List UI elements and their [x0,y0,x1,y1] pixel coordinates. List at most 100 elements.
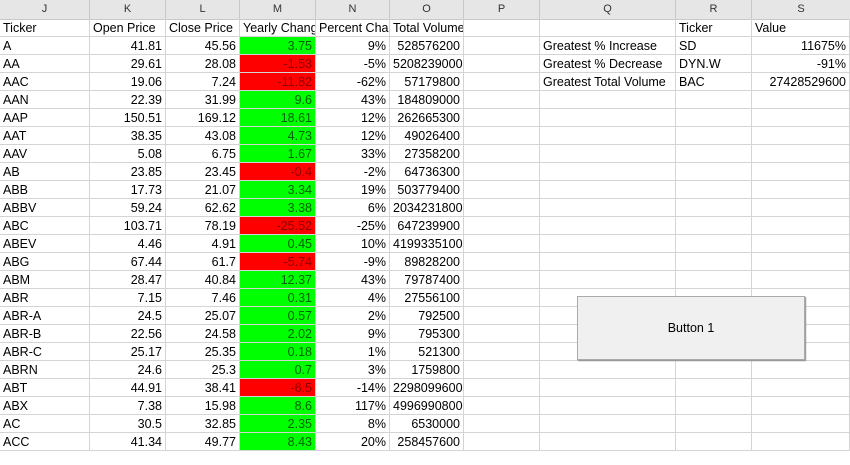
percent-change-cell[interactable]: 1% [316,343,390,361]
close-price-cell[interactable]: 21.07 [166,181,240,199]
total-volume-cell[interactable]: 5208239000 [390,55,464,73]
total-volume-cell[interactable]: 521300 [390,343,464,361]
yearly-change-cell[interactable]: 8.6 [240,397,316,415]
column-header-k[interactable]: K [90,0,166,19]
open-price-cell[interactable]: 7.38 [90,397,166,415]
yearly-change-cell[interactable]: -25.52 [240,217,316,235]
close-price-cell[interactable]: 25.07 [166,307,240,325]
percent-change-cell[interactable]: 8% [316,415,390,433]
total-volume-cell[interactable]: 27556100 [390,289,464,307]
yearly-change-cell[interactable]: 9.6 [240,91,316,109]
ticker-cell[interactable]: ABT [0,379,90,397]
empty-cell[interactable] [676,397,752,415]
summary-value-header[interactable]: Value [752,19,850,37]
empty-cell[interactable] [752,181,850,199]
empty-cell[interactable] [464,307,540,325]
open-price-cell[interactable]: 23.85 [90,163,166,181]
empty-cell[interactable] [464,109,540,127]
yearly-change-cell[interactable]: 1.67 [240,145,316,163]
empty-cell[interactable] [676,163,752,181]
button-1[interactable]: Button 1 [577,296,805,360]
summary-ticker-header[interactable]: Ticker [676,19,752,37]
open-price-cell[interactable]: 19.06 [90,73,166,91]
column-header-l[interactable]: L [166,0,240,19]
column-header-j[interactable]: J [0,0,90,19]
percent-change-cell[interactable]: 19% [316,181,390,199]
summary-value-cell[interactable]: 11675% [752,37,850,55]
percent-change-cell[interactable]: 20% [316,433,390,451]
ticker-cell[interactable]: AAV [0,145,90,163]
open-price-cell[interactable]: 22.56 [90,325,166,343]
total-volume-cell[interactable]: 184809000 [390,91,464,109]
yearly-change-cell[interactable]: 0.57 [240,307,316,325]
yearly-change-cell[interactable]: 0.7 [240,361,316,379]
ticker-cell[interactable]: ABEV [0,235,90,253]
total-volume-cell[interactable]: 4199335100 [390,235,464,253]
ticker-cell[interactable]: ABBV [0,199,90,217]
empty-cell[interactable] [464,343,540,361]
empty-cell[interactable] [752,361,850,379]
empty-cell[interactable] [752,91,850,109]
total-volume-cell[interactable]: 57179800 [390,73,464,91]
empty-cell[interactable] [752,433,850,451]
total-volume-cell[interactable]: 528576200 [390,37,464,55]
open-price-cell[interactable]: 67.44 [90,253,166,271]
open-price-cell[interactable]: 103.71 [90,217,166,235]
ticker-cell[interactable]: A [0,37,90,55]
summary-value-cell[interactable]: 27428529600 [752,73,850,91]
empty-cell[interactable] [676,361,752,379]
open-price-cell[interactable]: 30.5 [90,415,166,433]
summary-value-cell[interactable]: -91% [752,55,850,73]
total-volume-cell[interactable]: 4996990800 [390,397,464,415]
empty-cell[interactable] [464,433,540,451]
open-price-cell[interactable]: 38.35 [90,127,166,145]
yearly-change-cell[interactable]: -11.82 [240,73,316,91]
close-price-cell[interactable]: 28.08 [166,55,240,73]
empty-cell[interactable] [676,145,752,163]
total-volume-cell[interactable]: 79787400 [390,271,464,289]
total-volume-cell[interactable]: 2034231800 [390,199,464,217]
ticker-cell[interactable]: ABR-B [0,325,90,343]
empty-cell[interactable] [752,271,850,289]
ticker-cell[interactable]: AA [0,55,90,73]
column-header-o[interactable]: O [390,0,464,19]
empty-cell[interactable] [752,199,850,217]
empty-cell[interactable] [752,217,850,235]
close-price-cell[interactable]: 49.77 [166,433,240,451]
summary-ticker-cell[interactable]: SD [676,37,752,55]
percent-change-cell[interactable]: -9% [316,253,390,271]
empty-cell[interactable] [464,145,540,163]
empty-cell[interactable] [752,145,850,163]
empty-cell[interactable] [464,271,540,289]
yearly-change-cell[interactable]: 2.02 [240,325,316,343]
empty-cell[interactable] [676,91,752,109]
total-volume-cell[interactable]: 1759800 [390,361,464,379]
empty-cell[interactable] [464,289,540,307]
close-price-cell[interactable]: 43.08 [166,127,240,145]
summary-label-cell[interactable]: Greatest % Increase [540,37,676,55]
empty-cell[interactable] [540,109,676,127]
total-volume-cell[interactable]: 262665300 [390,109,464,127]
close-price-cell[interactable]: 4.91 [166,235,240,253]
ticker-cell[interactable]: AAT [0,127,90,145]
empty-cell[interactable] [676,181,752,199]
total-volume-cell[interactable]: 64736300 [390,163,464,181]
empty-cell[interactable] [752,397,850,415]
empty-cell[interactable] [540,415,676,433]
ticker-cell[interactable]: AAC [0,73,90,91]
empty-cell[interactable] [464,181,540,199]
ticker-cell[interactable]: AAN [0,91,90,109]
empty-cell[interactable] [540,235,676,253]
total-volume-cell[interactable]: 258457600 [390,433,464,451]
open-price-cell[interactable]: 24.6 [90,361,166,379]
open-price-cell[interactable]: 25.17 [90,343,166,361]
close-price-cell[interactable]: 23.45 [166,163,240,181]
ticker-cell[interactable]: AB [0,163,90,181]
yearly-change-cell[interactable]: -6.5 [240,379,316,397]
yearly-change-cell[interactable]: 18.61 [240,109,316,127]
column-header-p[interactable]: P [464,0,540,19]
ticker-cell[interactable]: ACC [0,433,90,451]
total-volume-cell[interactable]: 503779400 [390,181,464,199]
column-header-r[interactable]: R [676,0,752,19]
ticker-header[interactable]: Ticker [0,19,90,37]
